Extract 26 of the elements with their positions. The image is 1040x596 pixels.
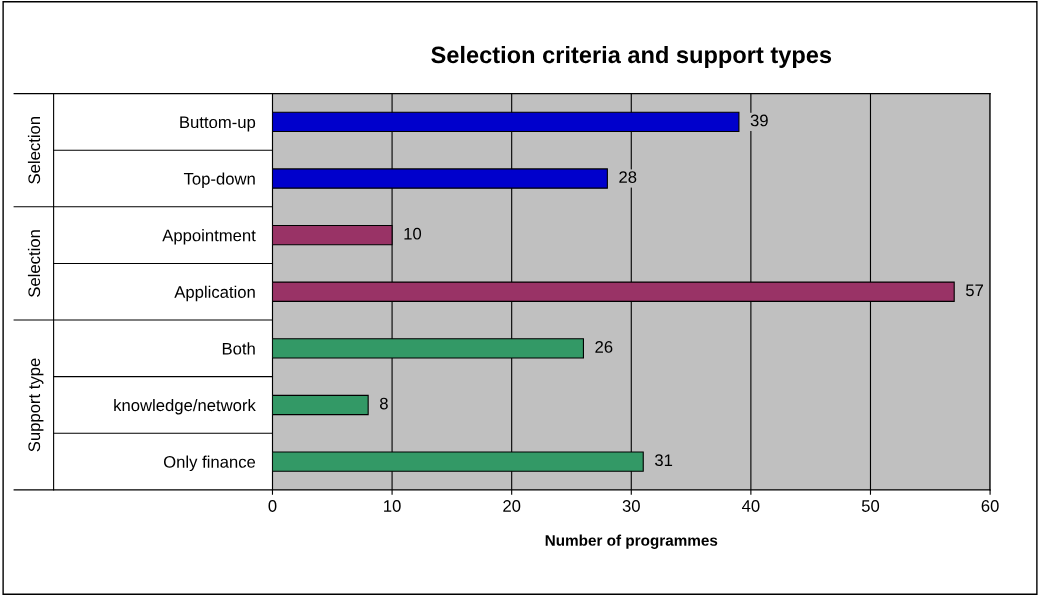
x-tick-label: 40 [741, 500, 760, 512]
x-tick-label: 60 [981, 500, 999, 512]
data-label: 31 [654, 454, 673, 467]
x-tick-label: 10 [384, 500, 401, 512]
text: Selection [27, 116, 41, 184]
text: Support type [28, 358, 44, 452]
data-label: 8 [380, 397, 388, 410]
y-tick-label: Buttom-up [180, 116, 256, 132]
x-tick-label: 0 [268, 500, 277, 512]
x-axis-title: Number of programmes [545, 534, 718, 549]
data-label: 39 [750, 114, 768, 127]
y-tick-label: Top-down [183, 172, 255, 188]
chart-title: Selection criteria and support types [431, 45, 832, 68]
x-tick-label: 30 [622, 500, 640, 512]
x-tick-label: 20 [503, 500, 521, 512]
y-tick-label: Application [174, 285, 255, 302]
y-tick-label: Both [222, 342, 255, 355]
data-label: 57 [965, 284, 984, 297]
x-tick-label: 50 [861, 500, 880, 512]
y-tick-label: knowledge/network [114, 398, 256, 415]
data-label: 10 [404, 227, 422, 240]
text: Selection [27, 230, 41, 297]
data-label: 26 [595, 341, 613, 353]
y-tick-label: Only finance [163, 455, 256, 472]
data-label: 28 [619, 171, 637, 183]
y-tick-label: Appointment [162, 229, 256, 245]
